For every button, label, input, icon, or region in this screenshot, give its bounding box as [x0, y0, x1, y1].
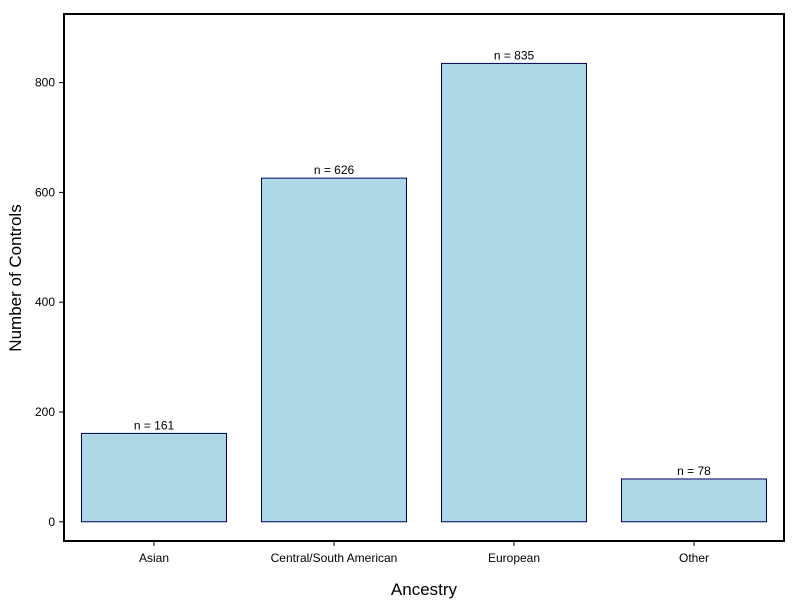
y-tick-label-1: 200: [35, 405, 55, 419]
x-tick-label-3: Other: [679, 551, 709, 565]
bar-3: [621, 478, 767, 523]
x-axis-title: Ancestry: [391, 580, 458, 599]
y-tick-label-4: 800: [35, 76, 55, 90]
bar-1: [261, 177, 407, 523]
data-label-2: n = 835: [494, 48, 535, 62]
data-label-1: n = 626: [314, 163, 355, 177]
y-axis: 0 200 400 600 800: [35, 76, 64, 529]
bar-2: [441, 62, 587, 523]
data-labels-group: n = 161 n = 626 n = 835 n = 78: [134, 48, 711, 478]
x-tick-label-0: Asian: [139, 551, 169, 565]
y-axis-title: Number of Controls: [6, 204, 25, 351]
plot-frame: [63, 13, 785, 542]
y-tick-label-2: 400: [35, 295, 55, 309]
y-tick-label-3: 600: [35, 185, 55, 199]
data-label-3: n = 78: [677, 464, 711, 478]
bar-0: [81, 432, 227, 523]
data-label-0: n = 161: [134, 418, 175, 432]
bars-group: [81, 62, 767, 523]
x-tick-label-2: European: [488, 551, 540, 565]
y-tick-label-0: 0: [48, 515, 55, 529]
x-tick-label-1: Central/South American: [271, 551, 398, 565]
x-axis: Asian Central/South American European Other: [139, 541, 709, 565]
